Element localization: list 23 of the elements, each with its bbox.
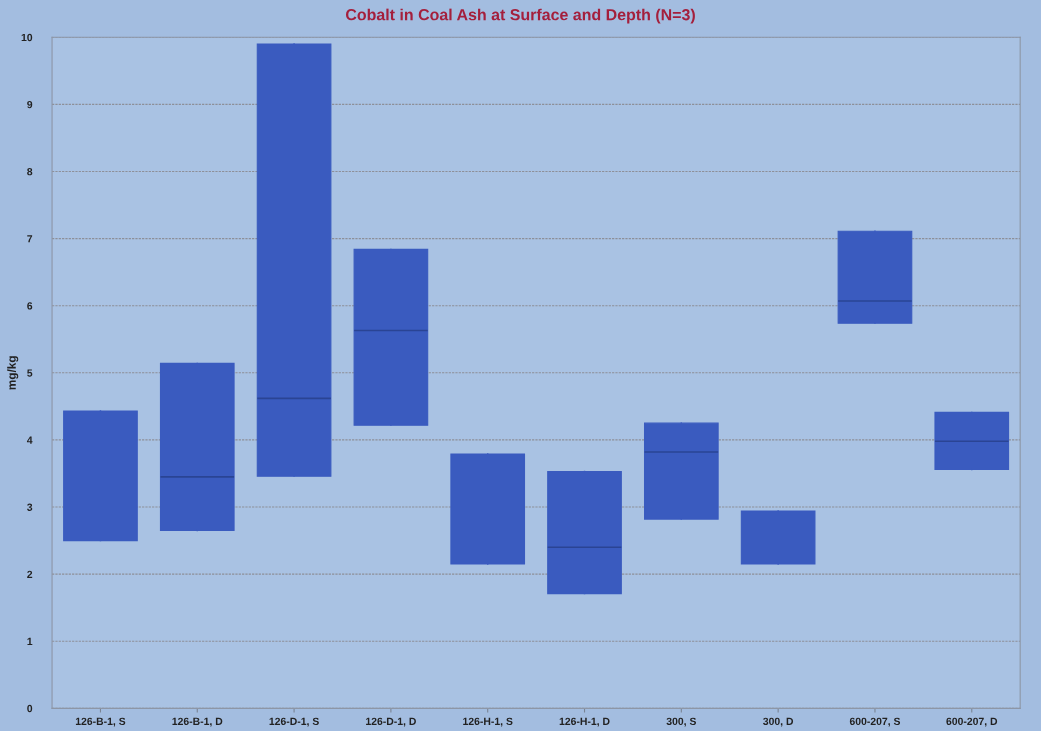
- x-tick-label: 126-D-1, D: [366, 717, 416, 727]
- x-tick-label: 300, S: [666, 717, 696, 727]
- y-tick-label: 8: [27, 167, 33, 176]
- y-tick-label: 6: [27, 302, 33, 310]
- x-tick-label: 300, D: [763, 717, 794, 727]
- y-tick-label: 2: [27, 570, 33, 578]
- x-tick-label: 126-H-1, S: [463, 717, 513, 727]
- y-tick-label: 5: [27, 369, 33, 377]
- x-tick-label: 600-207, S: [849, 717, 901, 727]
- y-tick-label: 10: [21, 33, 33, 42]
- x-tick-label: 126-D-1, S: [269, 717, 319, 727]
- y-axis-title: mg/kg: [7, 356, 19, 390]
- y-tick-label: 0: [27, 704, 33, 713]
- y-tick-label: 1: [27, 637, 33, 646]
- y-tick-label: 9: [27, 100, 33, 109]
- x-tick-label: 600-207, D: [946, 717, 998, 727]
- x-tick-label: 126-B-1, S: [75, 717, 126, 727]
- y-tick-label: 7: [27, 235, 33, 243]
- x-tick-label: 126-B-1, D: [172, 717, 223, 727]
- chart-title: Cobalt in Coal Ash at Surface and Depth (N=3): [345, 8, 695, 24]
- y-tick-label: 3: [27, 503, 33, 511]
- x-tick-label: 126-H-1, D: [559, 717, 610, 727]
- y-tick-label: 4: [26, 436, 33, 444]
